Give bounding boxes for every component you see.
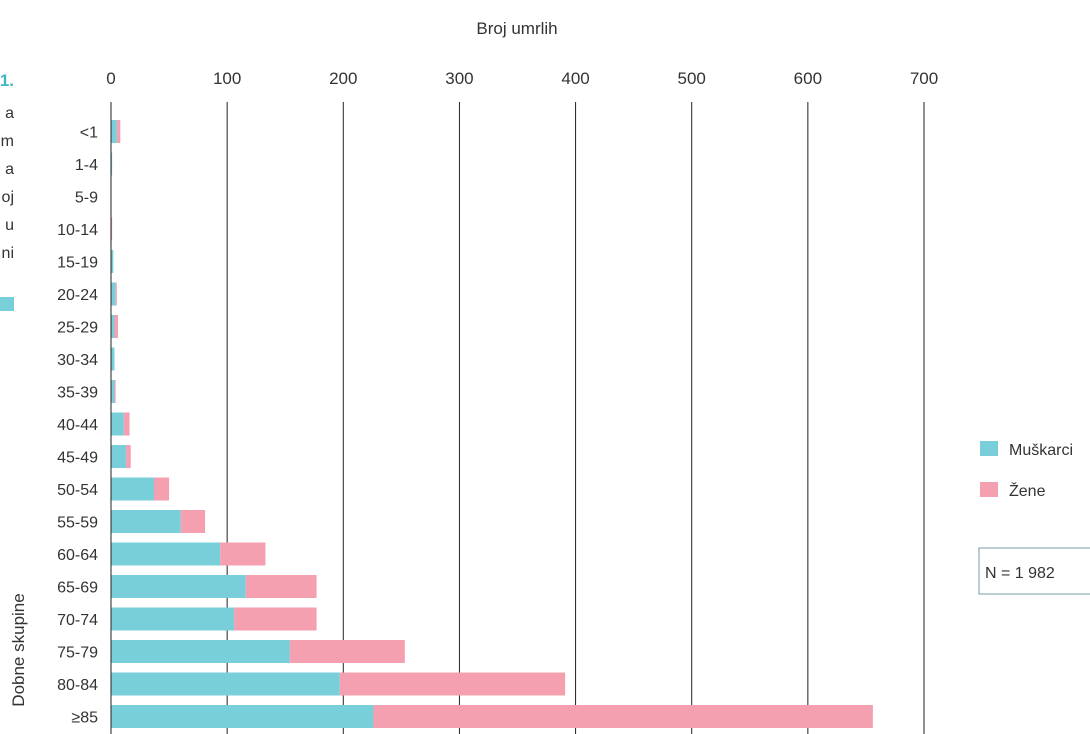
- bar-muskarci: [111, 282, 116, 306]
- y-axis-title: Dobne skupine: [9, 593, 28, 706]
- bar-zene: [234, 607, 317, 631]
- category-label: 55-59: [57, 515, 98, 532]
- bar-zene: [126, 445, 131, 468]
- bar-muskarci: [111, 315, 115, 338]
- legend-label-muskarci: Muškarci: [1009, 442, 1073, 459]
- bar-zene: [114, 380, 116, 403]
- category-labels: <1 1-4 5-9 10-14 15-19 20-24 25-29 30-34 35-39 40…: [57, 125, 98, 727]
- category-label: 65-69: [57, 580, 98, 597]
- x-tick-label: 400: [561, 69, 589, 88]
- bar-zene: [289, 640, 405, 663]
- bars: [111, 120, 873, 728]
- bar-muskarci: [111, 510, 181, 533]
- bar-muskarci: [111, 575, 246, 598]
- bar-muskarci: [111, 152, 113, 176]
- category-label: <1: [80, 125, 98, 142]
- legend-swatch-zene: [980, 482, 998, 497]
- x-tick-label: 300: [445, 69, 473, 88]
- category-label: 45-49: [57, 450, 98, 467]
- category-label: 75-79: [57, 645, 98, 662]
- caption-letter: ni: [2, 245, 14, 262]
- category-label: 30-34: [57, 352, 98, 369]
- total-box-border: [978, 547, 1090, 595]
- legend-swatch-muskarci: [980, 441, 998, 456]
- category-label: 1-4: [75, 157, 98, 174]
- left-caption-fragment: 1. a m a oj u ni: [0, 71, 14, 311]
- x-tick-label: 200: [329, 69, 357, 88]
- legend-label-zene: Žene: [1009, 481, 1046, 500]
- caption-letter: u: [5, 217, 14, 234]
- bar-muskarci: [111, 672, 340, 696]
- category-label: 60-64: [57, 547, 98, 564]
- bar-zene: [373, 705, 873, 728]
- caption-letter: m: [1, 133, 14, 150]
- bar-muskarci: [111, 445, 127, 468]
- bar-muskarci: [111, 250, 114, 273]
- category-label: 40-44: [57, 417, 98, 434]
- category-label: 70-74: [57, 612, 98, 629]
- x-axis-title: Broj umrlih: [476, 19, 557, 38]
- category-label: 20-24: [57, 287, 98, 304]
- x-tick-label: 500: [678, 69, 706, 88]
- bar-muskarci: [111, 542, 221, 566]
- total-box: N = 1 982: [978, 547, 1090, 595]
- bar-zene: [153, 477, 170, 501]
- bar-muskarci: [111, 477, 154, 501]
- bar-muskarci: [111, 380, 115, 403]
- bar-muskarci: [111, 412, 124, 436]
- bar-muskarci: [111, 607, 235, 631]
- category-label: 10-14: [57, 222, 98, 239]
- bar-zene: [116, 120, 121, 143]
- legend: Muškarci Žene: [980, 441, 1073, 500]
- category-label: 35-39: [57, 385, 98, 402]
- bar-muskarci: [111, 705, 374, 728]
- category-label: 50-54: [57, 482, 98, 499]
- caption-letter: a: [5, 161, 14, 178]
- bar-zene: [114, 315, 118, 338]
- total-note: N = 1 982: [985, 565, 1055, 582]
- category-label: 80-84: [57, 677, 98, 694]
- bar-zene: [111, 217, 113, 241]
- bar-zene: [180, 510, 206, 533]
- bar-muskarci: [111, 640, 290, 663]
- caption-letter: oj: [2, 189, 14, 206]
- category-label: 15-19: [57, 255, 98, 272]
- bar-zene: [115, 282, 117, 306]
- caption-swatch: [0, 297, 14, 311]
- category-label: ≥85: [71, 710, 98, 727]
- x-tick-label: 0: [106, 69, 115, 88]
- bar-muskarci: [111, 120, 117, 143]
- category-label: 5-9: [75, 190, 98, 207]
- gridlines: [226, 102, 925, 734]
- x-tick-label: 600: [794, 69, 822, 88]
- bar-zene: [339, 672, 566, 696]
- bar-zene: [245, 575, 317, 598]
- category-label: 25-29: [57, 320, 98, 337]
- bar-muskarci: [111, 347, 115, 371]
- x-tick-labels: 0 100 200 300 400 500 600 700: [106, 69, 938, 88]
- x-tick-label: 100: [213, 69, 241, 88]
- x-tick-label: 700: [910, 69, 938, 88]
- bar-zene: [220, 542, 266, 566]
- caption-letter: a: [5, 105, 14, 122]
- caption-number: 1.: [0, 71, 14, 90]
- bar-zene: [123, 412, 130, 436]
